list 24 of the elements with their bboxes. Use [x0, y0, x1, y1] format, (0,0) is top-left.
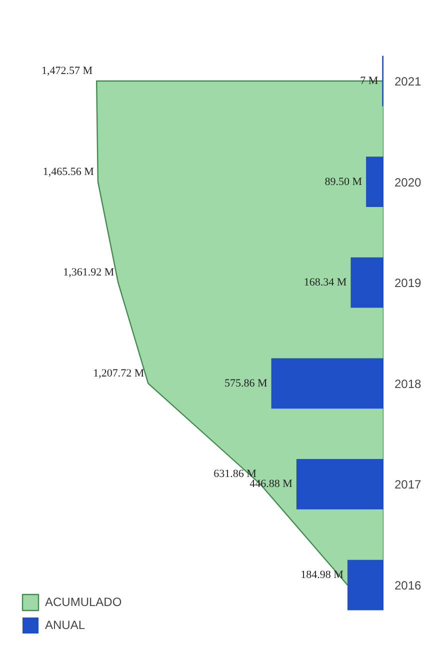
data-label: 631.86 M: [214, 468, 257, 480]
data-label: 168.34 M: [304, 276, 347, 289]
y-tick-label: 2018: [394, 376, 422, 391]
y-tick-label: 2021: [394, 74, 422, 88]
data-label: 1,472.57 M: [42, 64, 93, 77]
bar: [271, 358, 384, 409]
data-label: 1,207.72 M: [93, 367, 144, 380]
data-label: 1,361.92 M: [63, 266, 114, 279]
data-label: 1,465.56 M: [42, 166, 94, 178]
bar: [366, 156, 384, 207]
data-label: 184.98 M: [300, 569, 344, 582]
y-tick-label: 2020: [394, 175, 422, 190]
bar: [350, 257, 384, 308]
legend-label: ACUMULADO: [45, 595, 122, 609]
legend-label: ANUAL: [45, 618, 86, 632]
y-tick-label: 2017: [394, 478, 422, 492]
bar: [296, 459, 384, 510]
data-label: 446.88 M: [250, 478, 293, 490]
data-label: 7 M: [360, 74, 378, 87]
data-label: 89.50 M: [324, 176, 362, 188]
y-tick-label: 2016: [394, 578, 422, 593]
y-tick-label: 2019: [394, 276, 422, 290]
data-label: 575.86 M: [224, 377, 268, 390]
bar: [347, 560, 384, 610]
